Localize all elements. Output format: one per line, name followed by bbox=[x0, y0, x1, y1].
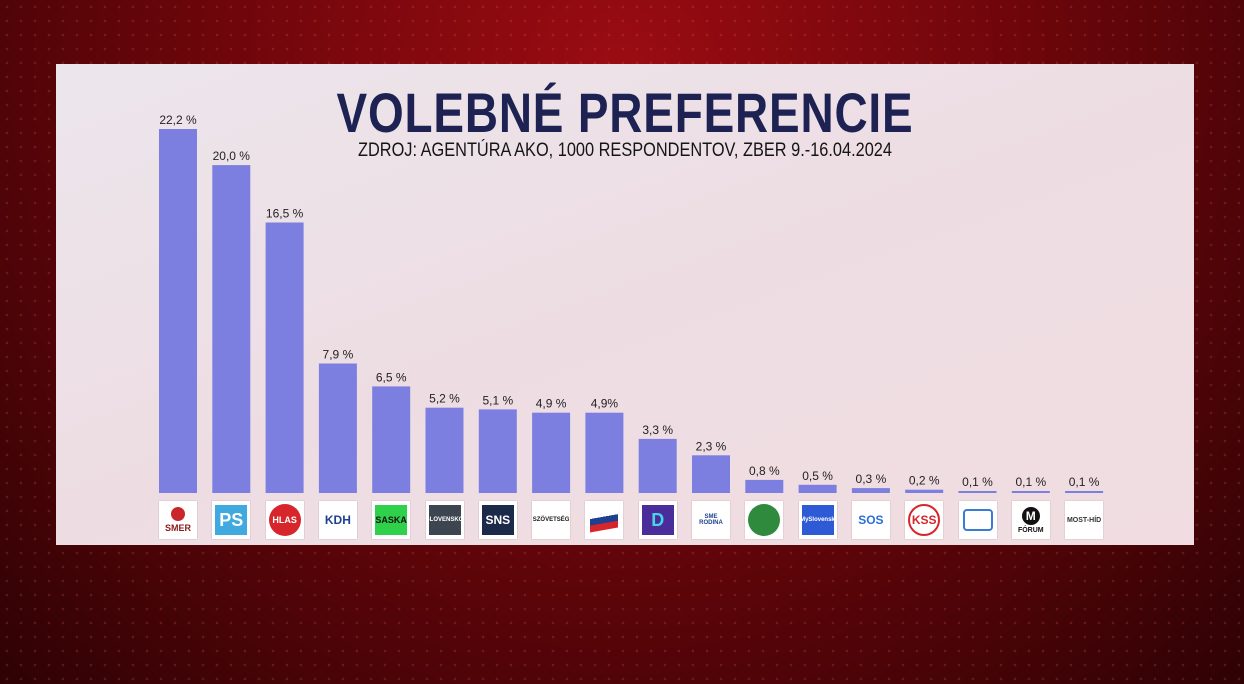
szovetseg-icon: SZÖVETSÉG bbox=[532, 501, 571, 539]
logo-text: SOS bbox=[858, 513, 884, 527]
bar-kdh bbox=[318, 363, 357, 493]
logo-text: MOST-HÍD bbox=[1066, 516, 1102, 524]
slovensko-icon: SLOVENSKO bbox=[425, 501, 464, 539]
bar-smer bbox=[159, 129, 197, 493]
matica-icon bbox=[745, 501, 784, 539]
bar-sns bbox=[478, 409, 517, 493]
republika-icon bbox=[585, 501, 624, 539]
bar-most-h-d bbox=[1065, 491, 1104, 493]
chart-subtitle: ZDROJ: AGENTÚRA AKO, 1000 RESPONDENTOV, … bbox=[357, 140, 892, 161]
forum-icon: M FÓRUM bbox=[1011, 501, 1050, 539]
value-label: 16,5 % bbox=[266, 207, 304, 221]
value-label: 0,8 % bbox=[749, 464, 780, 478]
logo-text: SASKA bbox=[375, 514, 407, 525]
value-label: 6,5 % bbox=[376, 370, 407, 384]
bar-sos bbox=[851, 488, 890, 493]
logo-text: SLOVENSKO bbox=[425, 517, 464, 523]
value-label: 4,9% bbox=[591, 397, 619, 411]
logo-text: KSS bbox=[911, 513, 937, 527]
bar-sme-rodina bbox=[692, 455, 730, 493]
logo-text: #MySlovensko bbox=[798, 517, 837, 523]
bar-demokrati bbox=[638, 438, 677, 493]
value-label: 0,2 % bbox=[909, 474, 940, 488]
bar-hlas bbox=[265, 222, 304, 493]
sos-icon: SOS bbox=[851, 501, 890, 539]
bar-mlad-slov-ci bbox=[958, 491, 997, 493]
value-label: 22,2 % bbox=[159, 113, 197, 127]
demokrati-icon: D bbox=[638, 501, 677, 539]
value-label: 20,0 % bbox=[213, 149, 251, 163]
most-hid-icon: MOST-HÍD bbox=[1065, 501, 1104, 539]
sns-icon: SNS bbox=[478, 501, 517, 539]
logo-text: SMER bbox=[164, 523, 191, 533]
value-label: 5,1 % bbox=[482, 393, 513, 407]
bar-my-slovensko bbox=[798, 484, 837, 493]
bar-kss bbox=[905, 489, 944, 493]
bar-chart: 22,2 % 20,0 % 16,5 % 7,9 % 6,5 % 5,2 % 5,1 % 4,… bbox=[159, 113, 1104, 493]
value-label: 7,9 % bbox=[323, 348, 354, 362]
logo-text: HLAS bbox=[272, 514, 297, 525]
sme-rodina-icon: SME RODINA bbox=[692, 501, 730, 539]
logo-text: D bbox=[651, 510, 665, 530]
value-label: 2,3 % bbox=[696, 439, 727, 453]
bar-ps bbox=[212, 165, 251, 493]
logo-text: SZÖVETSÉG bbox=[532, 517, 570, 523]
chart-panel: VOLEBNÉ PREFERENCIE ZDROJ: AGENTÚRA AKO,… bbox=[56, 64, 1194, 545]
logo-text: SME RODINA bbox=[699, 514, 723, 526]
kss-icon: KSS bbox=[905, 501, 944, 539]
value-label: 0,1 % bbox=[962, 475, 993, 489]
value-label: 0,1 % bbox=[1069, 475, 1100, 489]
mladi-icon bbox=[958, 501, 997, 539]
value-label: 3,3 % bbox=[642, 423, 673, 437]
bar-slovensko bbox=[425, 407, 464, 493]
bar-republika bbox=[585, 412, 624, 493]
logo-text: SNS bbox=[485, 513, 511, 527]
bar-matica bbox=[745, 479, 784, 493]
ps-icon: PS bbox=[212, 501, 251, 539]
kdh-icon: KDH bbox=[318, 501, 357, 539]
bar-saska bbox=[372, 386, 411, 493]
my-slovensko-icon: #MySlovensko bbox=[798, 501, 837, 539]
hlas-icon: HLAS bbox=[265, 501, 304, 539]
logo-text: PS bbox=[219, 510, 244, 530]
value-label: 0,3 % bbox=[856, 472, 887, 486]
bar-f-rum bbox=[1011, 491, 1050, 493]
value-label: 5,2 % bbox=[429, 392, 460, 406]
chart-title: VOLEBNÉ PREFERENCIE bbox=[336, 81, 914, 144]
value-label: 0,5 % bbox=[802, 469, 833, 483]
logo-text: KDH bbox=[324, 513, 351, 527]
smer-rose-icon: SMER bbox=[159, 501, 197, 539]
bar-sz-vets-g bbox=[532, 412, 571, 493]
saska-icon: SASKA bbox=[372, 501, 411, 539]
value-label: 4,9 % bbox=[536, 397, 567, 411]
logo-text: FÓRUM bbox=[1017, 526, 1044, 534]
value-label: 0,1 % bbox=[1015, 475, 1046, 489]
